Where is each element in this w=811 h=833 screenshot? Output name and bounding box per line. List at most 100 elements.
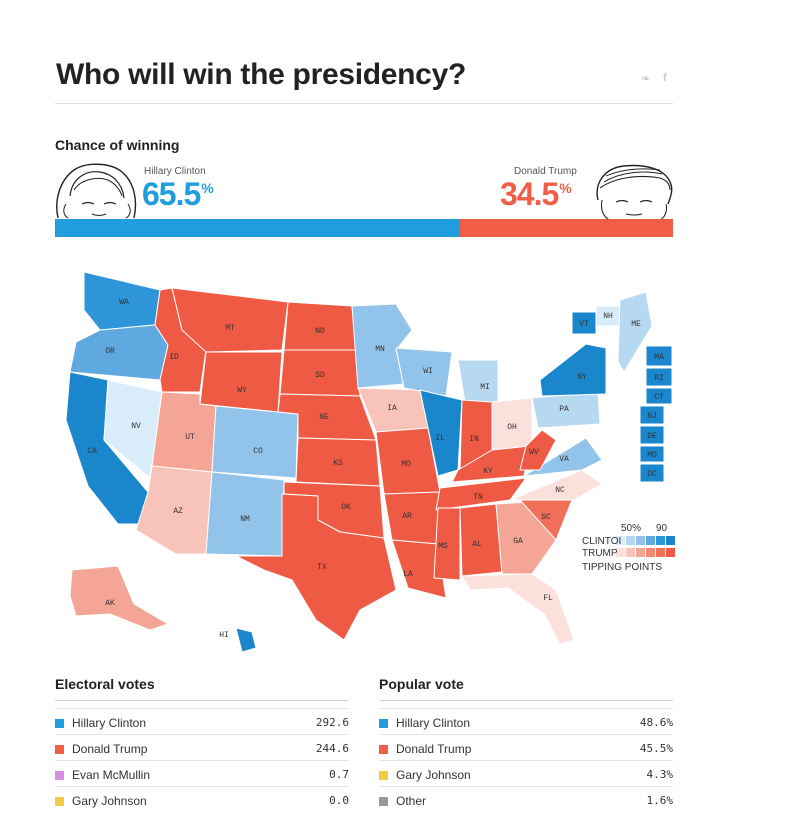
popular-swatch bbox=[379, 719, 388, 728]
state-label-fl: FL bbox=[543, 594, 553, 603]
state-label-ga: GA bbox=[513, 537, 523, 546]
legend-clinton-swatch-4 bbox=[656, 536, 665, 545]
state-label-ak: AK bbox=[105, 599, 115, 608]
electoral-row: Hillary Clinton 292.6 bbox=[55, 708, 349, 735]
trump-chance: 34.5% bbox=[500, 176, 572, 213]
legend-trump-label: TRUMP bbox=[582, 548, 618, 559]
state-label-ks: KS bbox=[333, 459, 343, 468]
state-fl[interactable] bbox=[461, 573, 575, 645]
state-label-co: CO bbox=[253, 447, 263, 456]
legend-trump-swatch-1 bbox=[626, 548, 635, 557]
electoral-candidate-name: Donald Trump bbox=[72, 742, 148, 756]
state-ct[interactable] bbox=[645, 387, 673, 405]
clinton-chance-value: 65.5 bbox=[142, 176, 201, 212]
state-label-ut: UT bbox=[185, 433, 195, 442]
facebook-icon[interactable]: f bbox=[663, 72, 667, 84]
state-label-mo: MO bbox=[401, 460, 411, 469]
state-wy[interactable] bbox=[199, 351, 283, 413]
state-label-mn: MN bbox=[375, 345, 385, 354]
popular-swatch bbox=[379, 771, 388, 780]
state-nj[interactable] bbox=[639, 405, 665, 425]
legend-clinton-swatch-3 bbox=[646, 536, 655, 545]
popular-candidate-name: Hillary Clinton bbox=[396, 716, 471, 730]
popular-row: Donald Trump 45.5% bbox=[379, 734, 673, 761]
legend-trump-swatch-4 bbox=[656, 548, 665, 557]
state-label-wy: WY bbox=[237, 386, 247, 395]
popular-value: 1.6% bbox=[646, 794, 674, 807]
popular-divider bbox=[379, 700, 673, 701]
state-label-sc: SC bbox=[541, 513, 551, 522]
electoral-row: Evan McMullin 0.7 bbox=[55, 760, 349, 787]
electoral-value: 0.0 bbox=[329, 794, 349, 807]
trump-chance-value: 34.5 bbox=[500, 176, 559, 212]
popular-swatch bbox=[379, 797, 388, 806]
electoral-swatch bbox=[55, 771, 64, 780]
popular-value: 4.3% bbox=[646, 768, 674, 781]
state-de[interactable] bbox=[639, 425, 665, 445]
state-ri[interactable] bbox=[645, 367, 673, 387]
state-label-in: IN bbox=[469, 435, 479, 444]
legend-tick-low: 50% bbox=[621, 523, 641, 534]
state-ak[interactable] bbox=[69, 565, 169, 631]
state-label-ar: AR bbox=[402, 512, 412, 521]
popular-candidate-name: Gary Johnson bbox=[396, 768, 471, 782]
trump-chance-unit: % bbox=[559, 180, 571, 196]
state-label-oh: OH bbox=[507, 423, 517, 432]
electoral-heading: Electoral votes bbox=[55, 676, 155, 692]
popular-value: 45.5% bbox=[639, 742, 673, 755]
state-label-nj: NJ bbox=[647, 412, 657, 421]
clinton-portrait-icon bbox=[56, 163, 137, 219]
electoral-value: 292.6 bbox=[315, 716, 349, 729]
state-la[interactable] bbox=[391, 539, 447, 599]
state-label-ct: CT bbox=[654, 393, 664, 402]
state-or[interactable] bbox=[69, 324, 169, 381]
state-label-id: ID bbox=[169, 353, 179, 362]
legend-clinton-label: CLINTOI bbox=[582, 536, 621, 547]
state-ms[interactable] bbox=[433, 507, 461, 581]
state-label-pa: PA bbox=[559, 405, 569, 414]
legend-clinton-swatch-1 bbox=[626, 536, 635, 545]
electoral-swatch bbox=[55, 745, 64, 754]
electoral-candidate-name: Evan McMullin bbox=[72, 768, 151, 782]
state-ar[interactable] bbox=[383, 491, 441, 545]
state-md[interactable] bbox=[639, 445, 665, 463]
state-label-nh: NH bbox=[603, 312, 613, 321]
state-ny[interactable] bbox=[539, 343, 607, 397]
state-va[interactable] bbox=[523, 437, 603, 477]
state-nc[interactable] bbox=[509, 469, 603, 501]
electoral-candidate-name: Gary Johnson bbox=[72, 794, 147, 808]
popular-candidate-name: Other bbox=[396, 794, 427, 808]
state-label-dc: DC bbox=[647, 470, 657, 479]
state-label-ia: IA bbox=[387, 404, 397, 413]
clinton-name: Hillary Clinton bbox=[144, 166, 206, 177]
clinton-chance: 65.5% bbox=[142, 176, 214, 213]
state-hi[interactable] bbox=[235, 627, 257, 653]
state-label-nv: NV bbox=[131, 422, 141, 431]
state-mt[interactable] bbox=[171, 287, 289, 353]
state-vt[interactable] bbox=[571, 311, 597, 335]
popular-value: 48.6% bbox=[639, 716, 673, 729]
state-co[interactable] bbox=[211, 405, 299, 479]
state-label-va: VA bbox=[559, 455, 569, 464]
popular-candidate-name: Donald Trump bbox=[396, 742, 472, 756]
twitter-icon[interactable]: ❧ bbox=[641, 73, 651, 85]
legend-clinton-swatch-5 bbox=[666, 536, 675, 545]
state-me[interactable] bbox=[617, 291, 653, 373]
popular-row: Other 1.6% bbox=[379, 786, 673, 813]
electoral-row: Donald Trump 244.6 bbox=[55, 734, 349, 761]
state-nd[interactable] bbox=[283, 301, 357, 351]
state-dc[interactable] bbox=[639, 463, 665, 483]
state-label-ne: NE bbox=[319, 413, 329, 422]
legend-trump-swatch-3 bbox=[646, 548, 655, 557]
state-label-nc: NC bbox=[555, 486, 565, 495]
state-tx[interactable] bbox=[235, 493, 397, 641]
state-label-ny: NY bbox=[577, 373, 587, 382]
electoral-value: 244.6 bbox=[315, 742, 349, 755]
state-wv[interactable] bbox=[519, 429, 557, 471]
state-il[interactable] bbox=[419, 389, 463, 477]
state-nm[interactable] bbox=[205, 471, 285, 557]
legend-tipping-label: TIPPING POINTS bbox=[582, 562, 662, 573]
state-ma[interactable] bbox=[645, 345, 673, 367]
legend-trump-swatch-0 bbox=[616, 548, 625, 557]
